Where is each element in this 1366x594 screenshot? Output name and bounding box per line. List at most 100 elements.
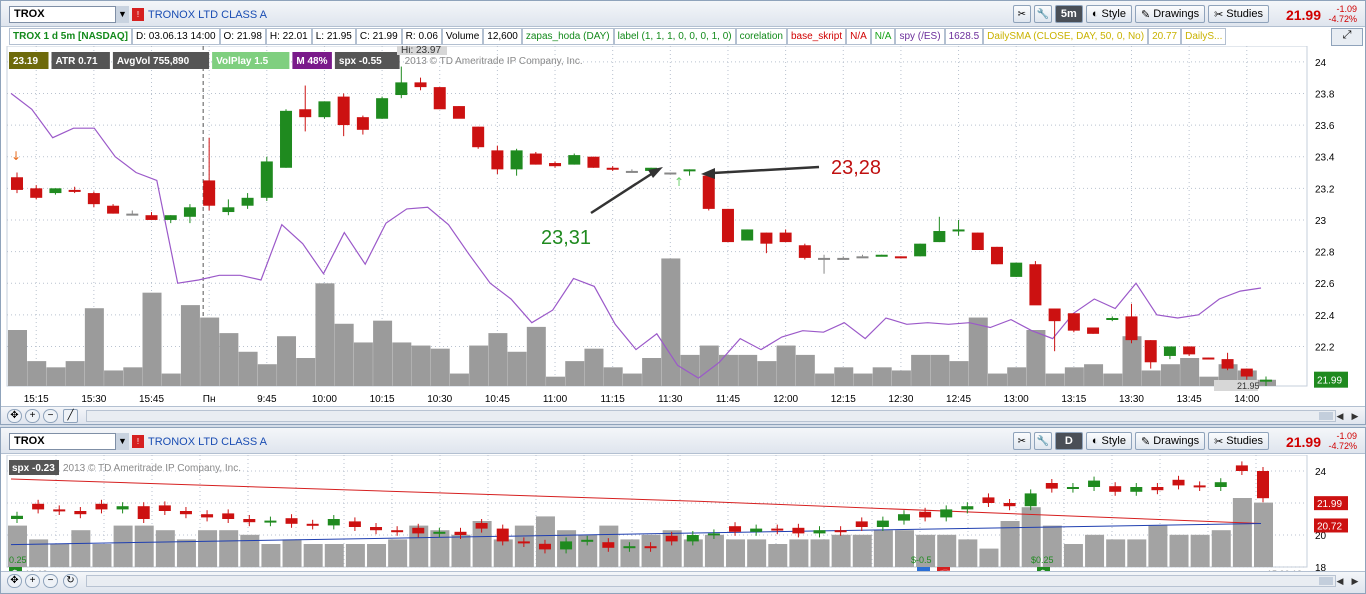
daily-scroll-left-icon[interactable]: ◀ (1336, 576, 1344, 586)
daily-zoom-in-icon[interactable]: + (25, 574, 40, 588)
daily-reset-icon[interactable]: ↻ (63, 574, 78, 588)
study-info-row: TROX 1 d 5m [NASDAQ] D: 03.06.13 14:00 O: … (9, 28, 1227, 45)
study-info-item[interactable]: label (1, 1, 1, 0, 0, 0, 1, 0) (613, 28, 736, 45)
daily-scroll-thumb[interactable] (1319, 577, 1333, 585)
drawings-button[interactable]: ✎ Drawings (1135, 5, 1206, 23)
study-info-item[interactable]: N/A (870, 28, 896, 45)
study-info-item[interactable]: zapas_hoda (DAY) (521, 28, 614, 45)
timeframe-button[interactable]: 5m (1054, 5, 1083, 23)
study-info-item[interactable]: TROX 1 d 5m [NASDAQ] (9, 28, 133, 45)
study-info-item[interactable]: 12,600 (483, 28, 522, 45)
volume-bar (815, 373, 835, 386)
study-info-item[interactable]: 20.77 (1148, 28, 1182, 45)
daily-zoom-out-icon[interactable]: − (43, 574, 58, 588)
daily-volume-bar (831, 534, 851, 567)
daily-volume-bar (726, 539, 746, 567)
daily-candle-body (771, 528, 784, 531)
symbol-input[interactable]: TROX (9, 6, 129, 23)
candle-body (856, 256, 869, 259)
daily-volume-bar (1042, 525, 1062, 567)
study-info-item[interactable]: L: 21.95 (311, 28, 356, 45)
study-info-item[interactable]: O: 21.98 (219, 28, 266, 45)
daily-alert-icon[interactable]: ! (132, 435, 144, 448)
drawing-pencil-icon[interactable]: ╱ (63, 409, 78, 423)
study-info-item[interactable]: base_skript (786, 28, 847, 45)
daily-scroll-right-icon[interactable]: ▶ (1351, 576, 1359, 586)
daily-company-name: TRONOX LTD CLASS A (148, 436, 267, 448)
wrench-icon[interactable]: 🔧 (1033, 5, 1052, 23)
daily-timeframe-button[interactable]: D (1054, 432, 1083, 450)
study-info-item[interactable]: 1628.5 (944, 28, 984, 45)
daily-time-scrollbar[interactable] (86, 575, 1336, 587)
daily-copyright-text: 2013 © TD Ameritrade IP Company, Inc. (63, 463, 241, 474)
study-info-item[interactable]: Volume (441, 28, 484, 45)
daily-pan-icon[interactable]: ✥ (7, 574, 22, 588)
volume-bar (987, 373, 1007, 386)
time-tick-label: 11:15 (601, 394, 626, 405)
volume-bar (968, 317, 988, 386)
study-badge-bg (334, 52, 400, 69)
daily-volume-bar (1085, 534, 1105, 567)
chart-settings-button[interactable]: ⤢ (1331, 28, 1363, 46)
candle-body (164, 215, 177, 220)
study-info-item[interactable]: R: 0.06 (401, 28, 442, 45)
candle-body (875, 254, 888, 257)
candle-body (568, 155, 581, 165)
daily-symbol-dropdown-icon[interactable]: ▼ (115, 433, 129, 450)
candle-body (1163, 346, 1176, 356)
studies-button[interactable]: ✂ Studies (1208, 5, 1269, 23)
daily-volume-bar (1127, 539, 1147, 567)
study-info-item[interactable]: corelation (735, 28, 787, 45)
study-info-item[interactable]: DailyS... (1181, 28, 1227, 45)
daily-candle-body (74, 511, 87, 515)
study-info-item[interactable]: spy (/ES) (895, 28, 945, 45)
scroll-left-icon[interactable]: ◀ (1336, 411, 1344, 421)
dividend-marker: 0.25 (9, 555, 27, 565)
study-info-item[interactable]: DailySMA (CLOSE, DAY, 50, 0, No) (983, 28, 1149, 45)
time-scrollbar[interactable] (86, 410, 1336, 422)
daily-volume-bar (261, 544, 281, 567)
pan-icon[interactable]: ✥ (7, 409, 22, 423)
annotation-arrowhead-left (648, 167, 663, 178)
study-info-item[interactable]: D: 03.06.13 14:00 (132, 28, 220, 45)
volume-bar (104, 370, 124, 386)
candle-body (894, 256, 907, 259)
symbol-dropdown-icon[interactable]: ▼ (115, 6, 129, 23)
style-button[interactable]: ◐ Style (1085, 5, 1132, 23)
daily-candle-body (53, 509, 66, 512)
zoom-out-icon[interactable]: − (43, 409, 58, 423)
daily-symbol-input[interactable]: TROX (9, 433, 129, 450)
alert-icon[interactable]: ! (132, 8, 144, 21)
scroll-right-icon[interactable]: ▶ (1351, 411, 1359, 421)
daily-studies-button[interactable]: ✂ Studies (1208, 432, 1269, 450)
study-badge-bg (9, 52, 49, 69)
daily-volume-bar (1254, 502, 1273, 567)
daily-volume-bar (176, 539, 196, 567)
volume-bar (795, 354, 815, 386)
daily-studies-icon: ✂ (1214, 435, 1224, 448)
daily-volume-bar (198, 530, 218, 567)
study-info-item[interactable]: C: 21.99 (355, 28, 402, 45)
daily-tools-icon[interactable]: ✂ (1012, 432, 1031, 450)
annotation-arrow-right (712, 165, 820, 175)
price-tick-label: 23.2 (1315, 184, 1335, 195)
volume-bar (546, 376, 566, 386)
volume-bar (1180, 358, 1200, 386)
zoom-in-icon[interactable]: + (25, 409, 40, 423)
daily-candle-body (707, 533, 720, 536)
candle-body (280, 110, 293, 168)
candle-body (645, 167, 658, 171)
study-info-item[interactable]: N/A (846, 28, 871, 45)
candle-body (126, 213, 139, 216)
scroll-thumb[interactable] (1319, 412, 1333, 420)
tools-icon[interactable]: ✂ (1012, 5, 1031, 23)
study-badge: VolPlay 1.5 (216, 56, 269, 67)
candle-body (1067, 313, 1080, 331)
daily-drawings-button[interactable]: ✎ Drawings (1135, 432, 1206, 450)
study-info-item[interactable]: H: 22.01 (265, 28, 312, 45)
candle-body (818, 257, 831, 260)
daily-wrench-icon[interactable]: 🔧 (1033, 432, 1052, 450)
intraday-price-chart[interactable]: 24 23.8 23.6 23.4 23.2 23 22.8 22.6 22.4 22.2 15:1… (1, 46, 1366, 406)
daily-style-button[interactable]: ◐ Style (1085, 432, 1132, 450)
